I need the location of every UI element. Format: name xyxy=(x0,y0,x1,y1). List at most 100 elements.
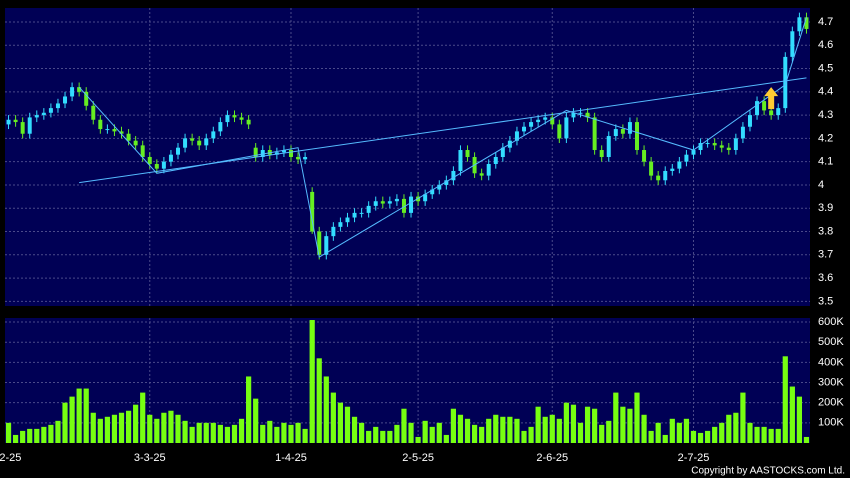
candle-body xyxy=(204,138,209,146)
volume-bar xyxy=(599,424,605,443)
volume-bar xyxy=(683,418,690,443)
candle-body xyxy=(140,145,145,157)
candle-body xyxy=(536,119,541,123)
volume-bar xyxy=(450,408,456,443)
candle-body xyxy=(281,150,286,153)
volume-bar xyxy=(733,412,739,443)
volume-bar xyxy=(761,426,767,443)
volume-bar xyxy=(577,422,584,443)
volume-bar xyxy=(210,422,216,443)
candle-body xyxy=(804,17,809,29)
volume-bar xyxy=(246,376,252,443)
volume-bar xyxy=(154,418,160,443)
volume-bar xyxy=(359,422,365,443)
volume-bar xyxy=(563,402,569,443)
candle-body xyxy=(620,129,625,134)
candle-body xyxy=(486,163,491,176)
x-tick-label: 1-4-25 xyxy=(275,452,307,464)
y-tick-label: 3.5 xyxy=(818,295,833,307)
volume-bar xyxy=(20,430,26,443)
volume-bar xyxy=(697,432,704,443)
volume-bar xyxy=(224,426,231,443)
candle-body xyxy=(663,170,668,181)
volume-bar xyxy=(323,376,329,443)
candle-body xyxy=(48,108,53,113)
candle-body xyxy=(70,87,75,97)
candle-body xyxy=(670,168,675,171)
volume-bar xyxy=(125,410,132,443)
candle-body xyxy=(331,226,336,237)
candle-body xyxy=(712,143,717,146)
volume-bar xyxy=(41,426,47,443)
volume-bar xyxy=(662,434,668,443)
volume-bar xyxy=(330,392,336,443)
y-tick-label: 4.6 xyxy=(818,39,833,51)
candle-body xyxy=(705,143,710,145)
candle-body xyxy=(373,201,378,206)
candle-body xyxy=(183,138,188,148)
volume-bar xyxy=(528,426,534,443)
candle-body xyxy=(310,191,315,232)
price-panel xyxy=(5,8,810,306)
candle-body xyxy=(168,154,173,162)
y-tick-label: 200K xyxy=(818,397,844,409)
volume-bar xyxy=(457,414,464,443)
volume-bar xyxy=(196,422,202,443)
y-tick-label: 4 xyxy=(818,179,824,191)
volume-bar xyxy=(768,428,774,443)
candle-body xyxy=(493,157,498,164)
volume-bar xyxy=(514,418,520,443)
volume-bar xyxy=(613,392,619,443)
candle-body xyxy=(762,101,767,111)
candle-body xyxy=(211,131,216,139)
volume-bar xyxy=(620,406,626,443)
volume-bar xyxy=(288,424,294,443)
volume-bar xyxy=(486,418,492,443)
volume-bar xyxy=(535,406,541,443)
volume-bar xyxy=(238,418,245,443)
candle-body xyxy=(726,147,731,151)
volume-bar xyxy=(394,424,400,443)
volume-bar xyxy=(479,426,485,443)
candle-body xyxy=(303,157,308,160)
candle-body xyxy=(260,150,265,157)
x-tick-label: -2-25 xyxy=(0,452,21,464)
y-tick-label: 400K xyxy=(818,356,844,368)
candle-body xyxy=(176,147,181,155)
candle-body xyxy=(437,184,442,190)
volume-bar xyxy=(27,428,33,443)
candle-body xyxy=(253,147,258,157)
volume-bar xyxy=(549,414,555,443)
candle-body xyxy=(550,117,555,125)
volume-bar xyxy=(719,422,725,443)
volume-bar xyxy=(754,426,760,443)
volume-bar xyxy=(641,414,647,443)
y-tick-label: 4.5 xyxy=(818,62,833,74)
y-tick-label: 4.7 xyxy=(818,16,833,28)
candle-body xyxy=(232,115,237,118)
candle-body xyxy=(119,131,124,134)
candle-body xyxy=(627,122,632,134)
candle-body xyxy=(458,150,463,171)
volume-bar xyxy=(55,420,61,443)
volume-bar xyxy=(83,388,89,443)
volume-bar xyxy=(189,426,195,443)
volume-bar xyxy=(62,402,68,443)
candle-body xyxy=(27,117,32,134)
candle-body xyxy=(345,217,350,223)
x-tick-label: 2-6-25 xyxy=(536,452,568,464)
volume-bar xyxy=(267,420,273,443)
candle-body xyxy=(564,117,569,139)
volume-bar xyxy=(796,396,803,443)
volume-bar xyxy=(34,428,40,443)
candle-body xyxy=(649,161,654,176)
volume-bar xyxy=(676,422,682,443)
volume-bar xyxy=(500,416,506,443)
candle-body xyxy=(529,122,534,127)
volume-bar xyxy=(168,410,174,443)
volume-bar xyxy=(803,436,810,443)
candle-body xyxy=(500,147,505,157)
candle-body xyxy=(41,112,46,116)
candle-body xyxy=(225,115,230,123)
